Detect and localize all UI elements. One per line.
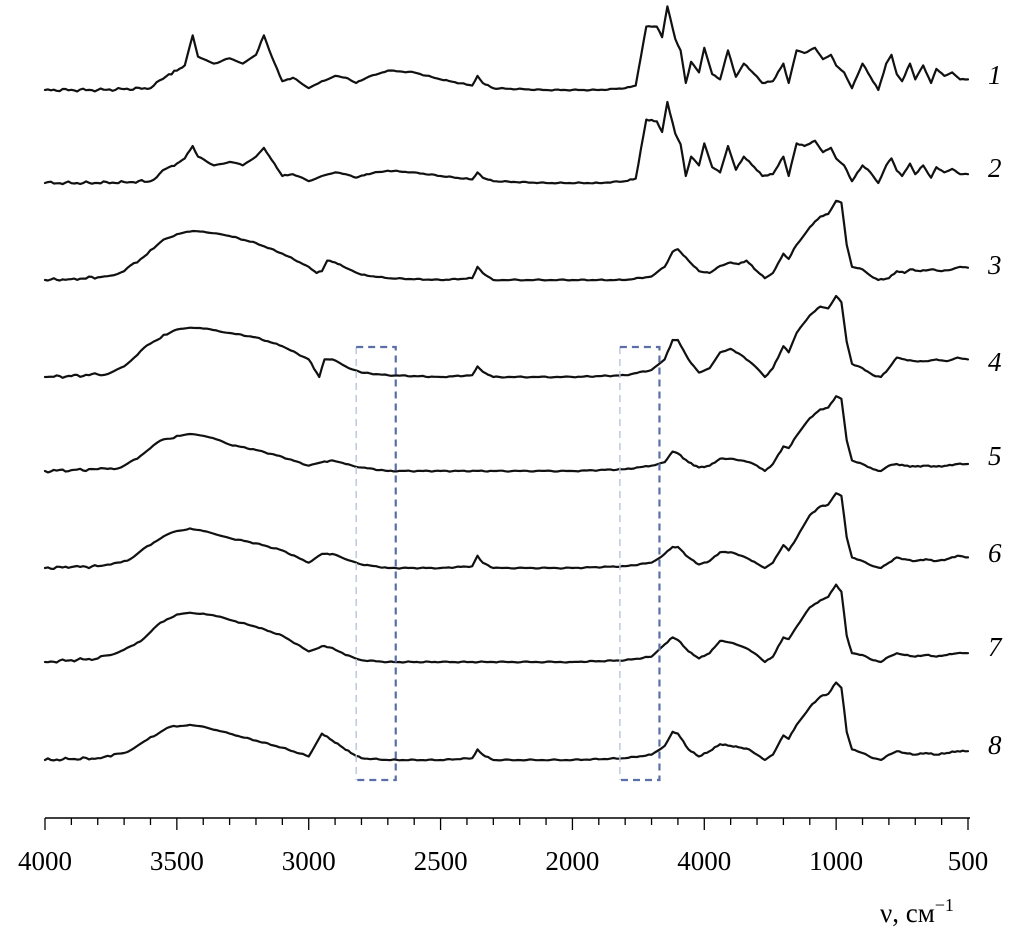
spectrum-curve-5 — [43, 395, 970, 474]
x-tick-label-1500: 4000 — [677, 846, 731, 876]
spectra-traces — [43, 5, 970, 762]
curve-label-3: 3 — [987, 250, 1002, 280]
annotation-boxes — [355, 345, 661, 782]
curve-label-1: 1 — [988, 60, 1002, 90]
x-axis-label-superscript: −1 — [935, 895, 954, 915]
curve-label-7: 7 — [988, 632, 1003, 662]
x-tick-label-2500: 2500 — [414, 846, 468, 876]
x-tick-label-3000: 3000 — [282, 846, 336, 876]
x-tick-label-500: 500 — [948, 846, 989, 876]
x-tick-label-1000: 1000 — [809, 846, 863, 876]
annotation-box-1 — [356, 345, 397, 782]
curve-label-4: 4 — [988, 347, 1002, 377]
x-axis-ticks: 4000 3500 3000 2500 2000 4000 1000 500 — [18, 818, 988, 876]
x-tick-label-3500: 3500 — [150, 846, 204, 876]
curve-labels: 1 2 3 4 5 6 7 8 — [987, 60, 1003, 760]
spectrum-curve-7 — [43, 583, 970, 664]
curve-label-5: 5 — [988, 441, 1002, 471]
spectrum-curve-6 — [43, 492, 970, 570]
spectrum-curve-4 — [43, 294, 970, 379]
spectrum-curve-2 — [43, 100, 970, 186]
x-tick-label-2000: 2000 — [545, 846, 599, 876]
x-tick-label-4000: 4000 — [18, 846, 72, 876]
spectrum-curve-3 — [43, 199, 970, 282]
spectrum-curve-1 — [43, 5, 970, 93]
annotation-box-2 — [619, 345, 661, 782]
x-axis-label-text: ν, см — [880, 898, 935, 928]
curve-label-8: 8 — [988, 730, 1002, 760]
curve-label-6: 6 — [988, 538, 1002, 568]
curve-label-2: 2 — [988, 153, 1002, 183]
x-axis-label: ν, см−1 — [880, 895, 954, 928]
spectrum-curve-8 — [43, 681, 970, 762]
